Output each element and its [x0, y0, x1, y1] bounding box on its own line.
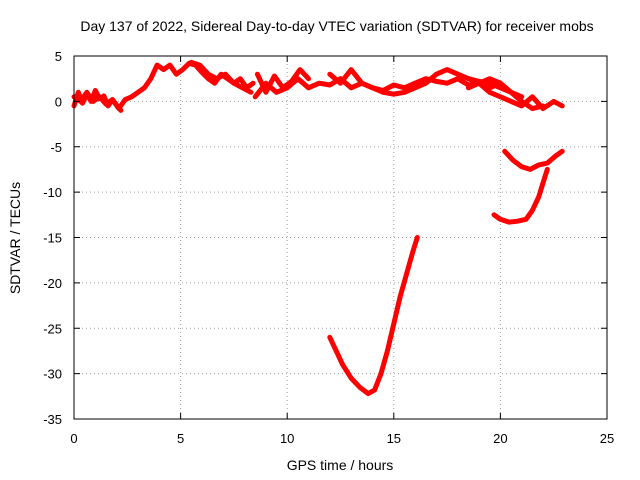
y-tick-label: -15	[43, 231, 62, 246]
series-arc-11	[327, 235, 420, 397]
x-tick-label: 20	[493, 431, 507, 446]
series-arc-3	[188, 59, 254, 95]
series-arc-6	[327, 67, 525, 100]
x-tick-label: 25	[600, 431, 614, 446]
x-tick-label: 0	[70, 431, 77, 446]
series-arc-9	[502, 148, 565, 172]
series-arc-2	[71, 88, 124, 113]
series-group	[71, 59, 565, 397]
x-axis-label: GPS time / hours	[287, 457, 394, 473]
y-tick-label: -30	[43, 367, 62, 382]
series-arc-8	[465, 76, 546, 112]
y-tick-label: -10	[43, 185, 62, 200]
y-tick-label: -35	[43, 412, 62, 427]
y-tick-label: -25	[43, 321, 62, 336]
x-tick-label: 5	[177, 431, 184, 446]
x-tick-label: 15	[387, 431, 401, 446]
series-arc-10	[491, 166, 550, 225]
y-tick-label: -5	[50, 140, 62, 155]
y-tick-label: -20	[43, 276, 62, 291]
ticks: 0 5 10 15 20 25 5 0 -5 -10 -15 -20 -25 -30 -35	[43, 49, 614, 446]
chart-title: Day 137 of 2022, Sidereal Day-to-day VTE…	[80, 18, 593, 34]
y-tick-label: 5	[55, 49, 62, 64]
y-tick-label: 0	[55, 94, 62, 109]
grid	[74, 56, 607, 419]
series-arc-7	[465, 80, 565, 112]
x-tick-label: 10	[280, 431, 294, 446]
y-axis-label: SDTVAR / TECUs	[7, 182, 23, 294]
series-arc-5	[254, 67, 311, 95]
